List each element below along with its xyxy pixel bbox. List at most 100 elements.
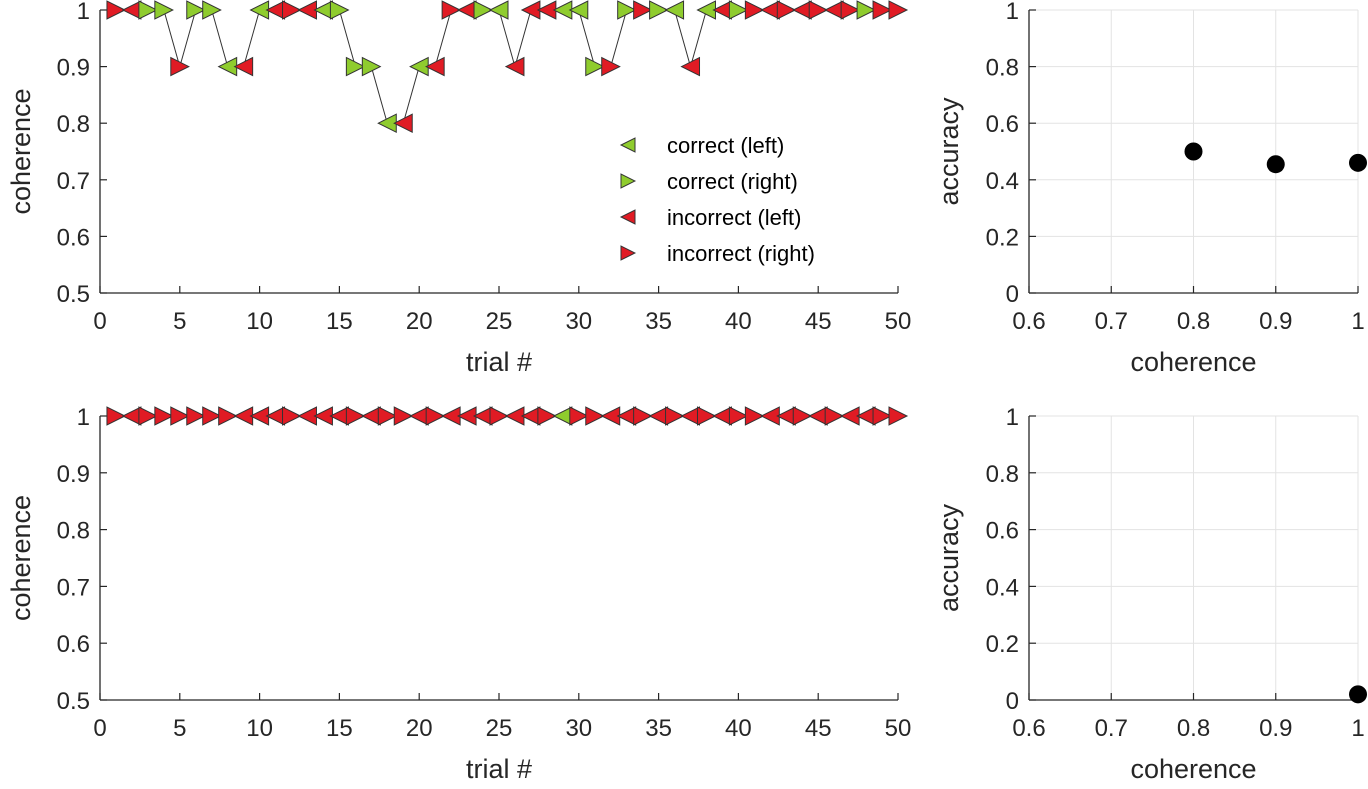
incorrect-right-marker	[872, 406, 893, 426]
incorrect-left-marker	[121, 0, 142, 20]
accuracy-point	[1266, 155, 1285, 174]
correct-right-marker	[728, 0, 749, 20]
incorrect-left-marker	[855, 406, 876, 426]
y-tick-label: 0.2	[986, 224, 1019, 251]
correct-right-marker	[473, 0, 494, 20]
x-tick-label: 30	[565, 308, 592, 335]
incorrect-left-marker	[329, 406, 349, 426]
y-tick-label: 0.9	[57, 55, 90, 82]
y-tick-label: 0.8	[57, 111, 90, 138]
incorrect-left-marker	[456, 0, 477, 20]
incorrect-right-marker	[824, 406, 845, 426]
incorrect-left-marker	[776, 406, 796, 426]
incorrect-left-marker	[680, 406, 701, 426]
incorrect-right-marker	[441, 0, 462, 20]
x-axis-label: trial #	[466, 754, 532, 784]
incorrect-left-marker	[425, 56, 445, 77]
incorrect-right-marker	[345, 406, 366, 426]
incorrect-right-marker	[218, 406, 238, 426]
incorrect-right-marker	[106, 0, 127, 20]
x-axis-label: coherence	[1130, 754, 1256, 784]
correct-left-marker	[313, 0, 333, 20]
x-tick-label: 0	[93, 715, 106, 742]
incorrect-left-marker	[504, 56, 525, 77]
correct-right-marker	[585, 56, 605, 77]
legend-marker	[619, 137, 636, 153]
correct-right-marker	[154, 0, 174, 20]
x-tick-label: 0	[93, 308, 106, 335]
incorrect-right-marker	[601, 56, 621, 77]
x-tick-label: 15	[326, 715, 353, 742]
correct-left-marker	[552, 406, 573, 426]
incorrect-right-marker	[170, 56, 190, 77]
incorrect-right-marker	[633, 0, 653, 20]
x-tick-label: 25	[486, 308, 513, 335]
correct-right-marker	[329, 0, 350, 20]
incorrect-left-marker	[680, 56, 701, 77]
correct-right-marker	[617, 0, 637, 20]
x-tick-label: 40	[725, 308, 752, 335]
x-tick-label: 0.7	[1095, 308, 1128, 335]
legend-label: correct (right)	[667, 169, 798, 194]
incorrect-right-marker	[569, 406, 589, 426]
correct-left-marker	[488, 0, 509, 20]
legend-label: incorrect (right)	[667, 241, 815, 266]
correct-right-marker	[138, 0, 158, 20]
incorrect-right-marker	[377, 406, 398, 426]
panel-bottom-left	[99, 406, 909, 701]
incorrect-right-marker	[665, 406, 685, 426]
incorrect-left-marker	[233, 56, 254, 77]
correct-left-marker	[568, 0, 589, 20]
x-tick-label: 10	[246, 308, 273, 335]
y-tick-label: 0.8	[986, 461, 1019, 488]
y-tick-label: 0.6	[986, 518, 1019, 545]
incorrect-left-marker	[824, 0, 844, 20]
incorrect-left-marker	[265, 406, 286, 426]
y-tick-label: 0.7	[57, 574, 90, 601]
accuracy-point	[1349, 685, 1367, 704]
x-tick-label: 5	[173, 715, 186, 742]
incorrect-left-marker	[472, 406, 493, 426]
x-tick-label: 0.9	[1259, 308, 1292, 335]
incorrect-right-marker	[633, 406, 653, 426]
x-tick-label: 0.6	[1012, 715, 1045, 742]
x-tick-label: 10	[246, 715, 273, 742]
incorrect-right-marker	[202, 406, 222, 426]
x-tick-label: 1	[1351, 308, 1364, 335]
y-axis-label: accuracy	[934, 503, 964, 612]
incorrect-left-marker	[712, 406, 732, 426]
incorrect-left-marker	[520, 406, 541, 426]
incorrect-right-marker	[840, 0, 861, 20]
legend-label: correct (left)	[667, 133, 784, 158]
incorrect-right-marker	[744, 406, 765, 426]
y-axis-label: accuracy	[934, 97, 964, 206]
correct-right-marker	[186, 0, 206, 20]
y-tick-label: 0.9	[57, 461, 90, 488]
y-tick-label: 0.8	[986, 55, 1019, 82]
accuracy-point	[1184, 142, 1203, 161]
y-tick-label: 0	[1006, 281, 1019, 308]
correct-right-marker	[361, 56, 382, 77]
incorrect-left-marker	[808, 406, 828, 426]
incorrect-right-marker	[776, 0, 797, 20]
incorrect-right-marker	[585, 406, 605, 426]
correct-left-marker	[664, 0, 685, 20]
incorrect-right-marker	[888, 0, 909, 20]
correct-right-marker	[649, 0, 669, 20]
x-tick-label: 20	[406, 715, 433, 742]
legend-marker	[619, 209, 636, 225]
accuracy-point	[1349, 153, 1367, 172]
incorrect-right-marker	[728, 406, 749, 426]
x-tick-label: 20	[406, 308, 433, 335]
x-tick-label: 35	[645, 308, 672, 335]
incorrect-right-marker	[154, 406, 174, 426]
incorrect-left-marker	[409, 406, 429, 426]
incorrect-right-marker	[425, 406, 446, 426]
x-tick-label: 0.8	[1177, 308, 1210, 335]
legend: correct (left) correct (right) incorrect (…	[619, 133, 815, 266]
y-tick-label: 0.5	[57, 688, 90, 715]
incorrect-left-marker	[648, 406, 669, 426]
x-tick-label: 0.7	[1095, 715, 1128, 742]
x-tick-label: 0.6	[1012, 308, 1045, 335]
y-tick-label: 1	[1006, 0, 1019, 25]
